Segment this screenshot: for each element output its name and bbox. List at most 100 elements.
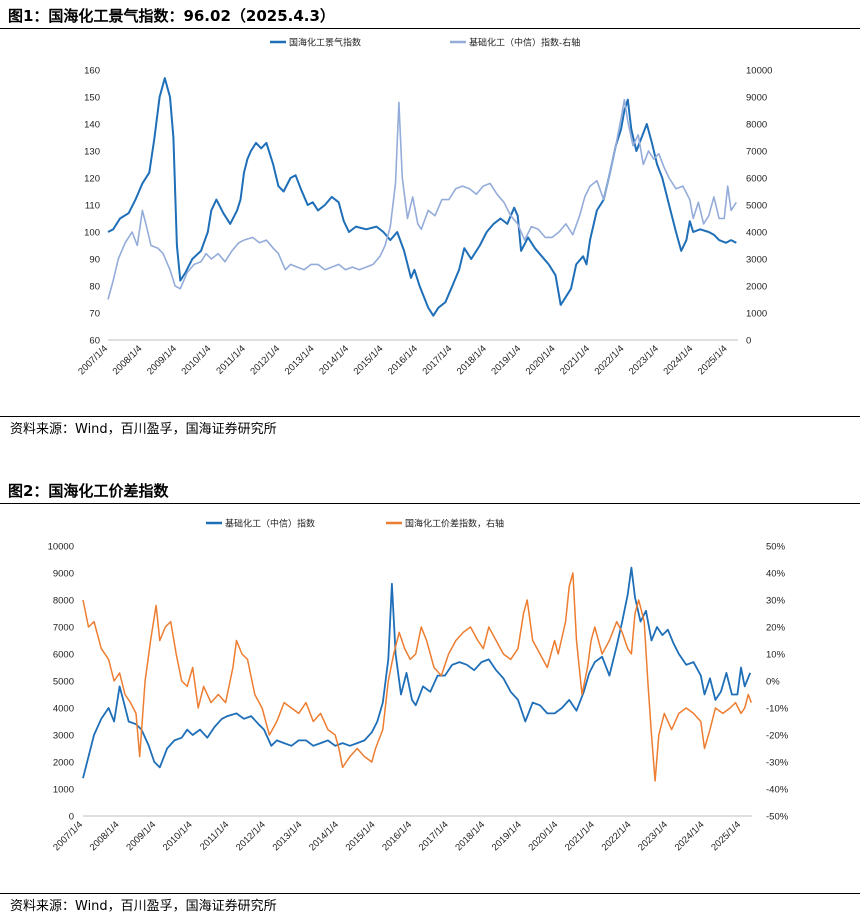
chart1-left-tick-label: 130	[84, 147, 100, 158]
chart2-left-tick-label: 5000	[53, 677, 74, 688]
chart1-left-tick-label: 90	[89, 255, 100, 266]
chart1-x-tick-label: 2007/1/4	[76, 343, 110, 377]
chart1-right-tick-label: 6000	[746, 174, 767, 185]
chart1-x-tick-label: 2012/1/4	[248, 343, 282, 377]
chart2-left-tick-label: 2000	[53, 758, 74, 769]
chart2-x-tick-label: 2018/1/4	[453, 819, 487, 853]
chart1-x-tick-label: 2016/1/4	[386, 343, 420, 377]
chart1-x-tick-label: 2021/1/4	[558, 343, 592, 377]
chart1-x-tick-label: 2011/1/4	[214, 343, 247, 376]
chart1-x-tick-label: 2019/1/4	[489, 343, 523, 377]
chart2-right-tick-label: 20%	[766, 623, 786, 634]
chart1-right-tick-label: 1000	[746, 309, 767, 320]
chart2-x-tick-label: 2023/1/4	[636, 819, 670, 853]
chart1-legend-label-1: 国海化工景气指数	[289, 37, 361, 49]
chart2-left-tick-label: 0	[69, 812, 74, 823]
chart2-right-tick-label: 40%	[766, 569, 786, 580]
chart1-right-tick-label: 7000	[746, 147, 767, 158]
chart2-x-tick-label: 2012/1/4	[234, 819, 268, 853]
chart1-legend-label-2: 基础化工（中信）指数-右轴	[469, 37, 580, 49]
chart1-x-tick-label: 2008/1/4	[111, 343, 145, 377]
chart1-left-tick-label: 80	[89, 282, 100, 293]
chart1-x-tick-label: 2010/1/4	[179, 343, 213, 377]
figure1-top-rule	[0, 28, 860, 29]
chart2-x-tick-label: 2015/1/4	[344, 819, 378, 853]
chart1-x-tick-label: 2025/1/4	[696, 343, 730, 377]
chart1-left-tick-label: 70	[89, 309, 100, 320]
chart2-right-tick-label: -20%	[766, 731, 789, 742]
chart2-left-tick-label: 6000	[53, 650, 74, 661]
figure1-source: 资料来源：Wind，百川盈孚，国海证券研究所	[10, 422, 277, 437]
chart1-x-tick-label: 2023/1/4	[627, 343, 661, 377]
chart2-right-tick-label: 10%	[766, 650, 786, 661]
figure1-title: 图1：国海化工景气指数：96.02（2025.4.3）	[8, 7, 335, 25]
figure2-chart: 0 1000 2000 3000 4000 5000 6000 7000 8000 9000 100…	[0, 505, 866, 890]
chart2-x-tick-label: 2024/1/4	[673, 819, 707, 853]
chart2-x-tick-label: 2021/1/4	[563, 819, 597, 853]
chart2-left-tick-label: 3000	[53, 731, 74, 742]
chart1-right-tick-label: 0	[746, 336, 751, 347]
chart2-right-tick-label: -10%	[766, 704, 789, 715]
chart2-legend-label-1: 基础化工（中信）指数	[225, 518, 315, 530]
chart2-right-tick-label: 50%	[766, 542, 786, 553]
chart2-right-tick-label: 30%	[766, 596, 786, 607]
chart2-x-tick-label: 2014/1/4	[307, 819, 341, 853]
chart2-x-tick-label: 2011/1/4	[198, 819, 231, 852]
chart2-left-tick-label: 9000	[53, 569, 74, 580]
chart2-x-tick-label: 2016/1/4	[380, 819, 414, 853]
chart1-x-tick-label: 2022/1/4	[593, 343, 627, 377]
chart2-x-tick-label: 2020/1/4	[526, 819, 560, 853]
chart1-x-tick-label: 2009/1/4	[145, 343, 179, 377]
chart2-x-tick-label: 2008/1/4	[88, 819, 122, 853]
chart1-right-tick-label: 3000	[746, 255, 767, 266]
chart2-left-tick-label: 4000	[53, 704, 74, 715]
chart2-x-tick-label: 2009/1/4	[124, 819, 158, 853]
figure1-svg: 60 70 80 90 100 110 120 130 140 150 160 0 1000 2000 30…	[76, 37, 772, 378]
chart1-series-line-2	[107, 98, 737, 300]
chart1-x-tick-label: 2015/1/4	[352, 343, 386, 377]
figure2-source: 资料来源：Wind，百川盈孚，国海证券研究所	[10, 899, 277, 914]
chart2-legend-label-2: 国海化工价差指数，右轴	[405, 518, 504, 530]
chart2-right-tick-label: -40%	[766, 785, 789, 796]
chart1-series-line-1	[107, 77, 737, 317]
figure2-svg: 0 1000 2000 3000 4000 5000 6000 7000 8000 9000 100…	[48, 518, 789, 854]
figure2-top-rule	[0, 503, 860, 504]
chart2-x-tick-label: 2025/1/4	[709, 819, 743, 853]
chart2-series-line-2	[82, 572, 753, 782]
chart2-x-tick-label: 2013/1/4	[271, 819, 305, 853]
chart1-left-tick-label: 60	[89, 336, 100, 347]
chart2-x-tick-label: 2022/1/4	[600, 819, 634, 853]
chart2-left-tick-label: 7000	[53, 623, 74, 634]
chart2-series-line-1	[82, 566, 752, 779]
chart1-x-tick-label: 2020/1/4	[524, 343, 558, 377]
chart2-left-tick-label: 10000	[48, 542, 74, 553]
chart2-x-tick-label: 2019/1/4	[490, 819, 524, 853]
chart2-left-tick-label: 1000	[53, 785, 74, 796]
chart2-right-tick-label: -30%	[766, 758, 789, 769]
chart1-x-tick-label: 2014/1/4	[317, 343, 351, 377]
chart1-left-tick-label: 160	[84, 66, 100, 77]
chart1-left-tick-label: 120	[84, 174, 100, 185]
chart2-x-tick-label: 2007/1/4	[51, 819, 85, 853]
figure2-bottom-rule	[0, 893, 860, 894]
chart1-right-tick-label: 8000	[746, 120, 767, 131]
figure1-bottom-rule	[0, 416, 860, 417]
chart2-right-tick-label: -50%	[766, 812, 789, 823]
chart2-x-tick-label: 2010/1/4	[161, 819, 195, 853]
chart1-left-tick-label: 100	[84, 228, 100, 239]
chart1-right-tick-label: 5000	[746, 201, 767, 212]
chart1-right-tick-label: 9000	[746, 93, 767, 104]
chart1-x-tick-label: 2017/1/4	[420, 343, 454, 377]
chart1-x-tick-label: 2024/1/4	[661, 343, 695, 377]
chart1-right-tick-label: 4000	[746, 228, 767, 239]
chart1-right-tick-label: 2000	[746, 282, 767, 293]
chart2-left-tick-label: 8000	[53, 596, 74, 607]
chart1-x-tick-label: 2018/1/4	[455, 343, 489, 377]
chart1-left-tick-label: 150	[84, 93, 100, 104]
chart1-left-tick-label: 140	[84, 120, 100, 131]
figure2-title: 图2：国海化工价差指数	[8, 482, 169, 500]
figure1-chart: 60 70 80 90 100 110 120 130 140 150 160 0 1000 2000 30…	[0, 30, 866, 412]
chart2-right-tick-label: 0%	[766, 677, 780, 688]
chart1-left-tick-label: 110	[85, 201, 100, 212]
chart2-x-tick-label: 2017/1/4	[417, 819, 451, 853]
